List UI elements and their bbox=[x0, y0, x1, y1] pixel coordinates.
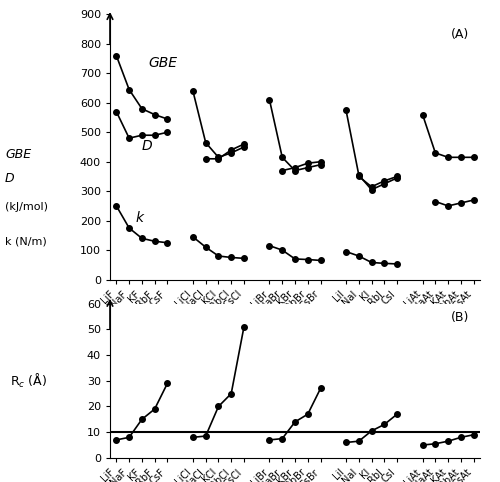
Text: (B): (B) bbox=[450, 311, 469, 324]
Text: (A): (A) bbox=[450, 28, 469, 40]
Text: (kJ/mol): (kJ/mol) bbox=[5, 202, 48, 212]
Text: k: k bbox=[136, 211, 143, 225]
Text: k (N/m): k (N/m) bbox=[5, 236, 47, 246]
Text: R$_c$ (Å): R$_c$ (Å) bbox=[10, 372, 47, 390]
Text: D: D bbox=[142, 139, 152, 153]
Text: D: D bbox=[5, 172, 15, 185]
Text: GBE: GBE bbox=[5, 148, 31, 161]
Text: GBE: GBE bbox=[148, 56, 178, 70]
